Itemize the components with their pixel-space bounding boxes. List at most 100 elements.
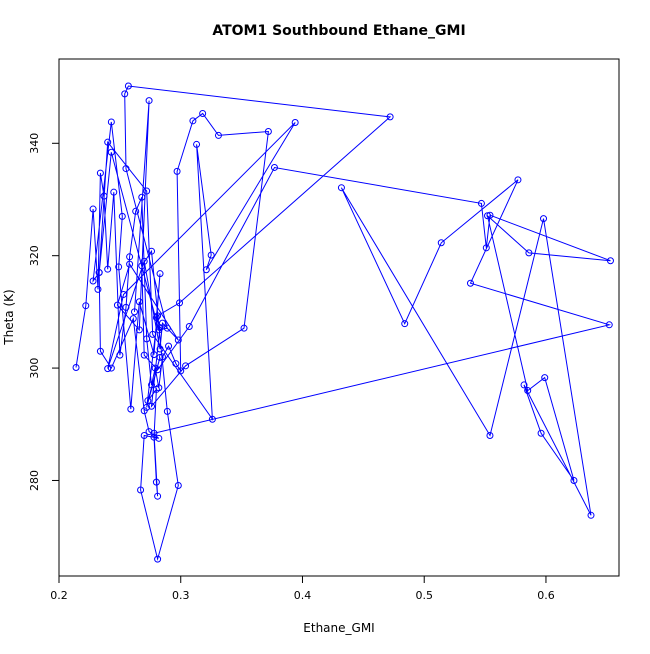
data-point (96, 169, 104, 177)
x-tick-label: 0.3 (172, 589, 190, 602)
y-tick-label: 300 (28, 358, 41, 379)
data-point (570, 476, 578, 484)
y-axis: 280 300 320 340 (28, 133, 60, 491)
series-line (75, 85, 612, 562)
data-point (144, 397, 152, 405)
data-point (207, 251, 215, 259)
data-point (118, 212, 126, 220)
data-point (154, 312, 162, 320)
data-point (264, 127, 272, 135)
data-point (140, 351, 148, 359)
data-point (154, 492, 162, 500)
data-point (107, 118, 115, 126)
data-point (148, 247, 156, 255)
data-point (150, 433, 158, 441)
data-point (214, 131, 222, 139)
data-point (520, 381, 528, 389)
data-point (176, 299, 184, 307)
data-point (154, 555, 162, 563)
data-point (132, 207, 140, 215)
data-point (122, 165, 130, 173)
series-layer (72, 82, 614, 563)
x-tick-label: 0.4 (294, 589, 312, 602)
data-point (514, 176, 522, 184)
data-point (72, 364, 80, 372)
data-point (135, 326, 143, 334)
data-point (482, 244, 490, 252)
data-point (185, 322, 193, 330)
data-point (145, 428, 153, 436)
data-point (145, 97, 153, 105)
data-point (155, 434, 163, 442)
data-point (137, 486, 145, 494)
data-point (127, 405, 135, 413)
data-point (486, 432, 494, 440)
data-point (94, 285, 102, 293)
data-point (121, 90, 129, 98)
data-point (156, 353, 164, 361)
data-point (152, 478, 160, 486)
data-point (115, 263, 123, 271)
data-point (270, 163, 278, 171)
data-point (124, 82, 132, 90)
x-tick-label: 0.5 (415, 589, 433, 602)
data-point (540, 215, 548, 223)
data-point (113, 301, 121, 309)
data-point (130, 308, 138, 316)
data-point (82, 302, 90, 310)
data-point (122, 303, 130, 311)
data-point (182, 362, 190, 370)
data-point (525, 249, 533, 257)
data-point (116, 351, 124, 359)
data-point (107, 148, 115, 156)
data-point (100, 192, 108, 200)
data-point (208, 415, 216, 423)
data-point (477, 199, 485, 207)
data-point (524, 387, 532, 395)
data-point (165, 342, 173, 350)
data-point (149, 330, 157, 338)
data-point (401, 320, 409, 328)
data-point (466, 279, 474, 287)
data-point (104, 365, 112, 373)
data-point (126, 260, 134, 268)
data-point (537, 429, 545, 437)
data-point (174, 482, 182, 490)
data-point (89, 205, 97, 213)
y-tick-label: 320 (28, 245, 41, 266)
x-axis: 0.2 0.3 0.4 0.5 0.6 (50, 575, 555, 602)
data-point (155, 326, 163, 334)
data-point (337, 184, 345, 192)
data-point (154, 366, 162, 374)
chart-title: ATOM1 Southbound Ethane_GMI (212, 23, 465, 39)
data-point (189, 117, 197, 125)
y-tick-label: 280 (28, 470, 41, 491)
data-point (152, 385, 160, 393)
data-point (541, 374, 549, 382)
data-point (152, 314, 160, 321)
data-point (163, 407, 171, 415)
data-point (173, 167, 181, 175)
data-point (156, 345, 164, 353)
data-point (143, 187, 151, 195)
data-point (89, 277, 97, 285)
data-point (140, 257, 148, 265)
data-point (126, 253, 134, 261)
data-point (148, 402, 156, 410)
data-point (437, 239, 445, 247)
data-point (386, 113, 394, 121)
data-point (138, 193, 146, 201)
data-point (107, 364, 115, 372)
data-point (143, 335, 151, 343)
data-point (129, 315, 137, 323)
data-point (202, 266, 210, 274)
data-point (104, 138, 112, 146)
data-point (143, 403, 151, 411)
data-point (172, 360, 180, 368)
data-point (96, 347, 104, 355)
data-point (148, 381, 156, 389)
data-point (484, 212, 492, 220)
y-axis-label: Theta (K) (2, 289, 16, 345)
